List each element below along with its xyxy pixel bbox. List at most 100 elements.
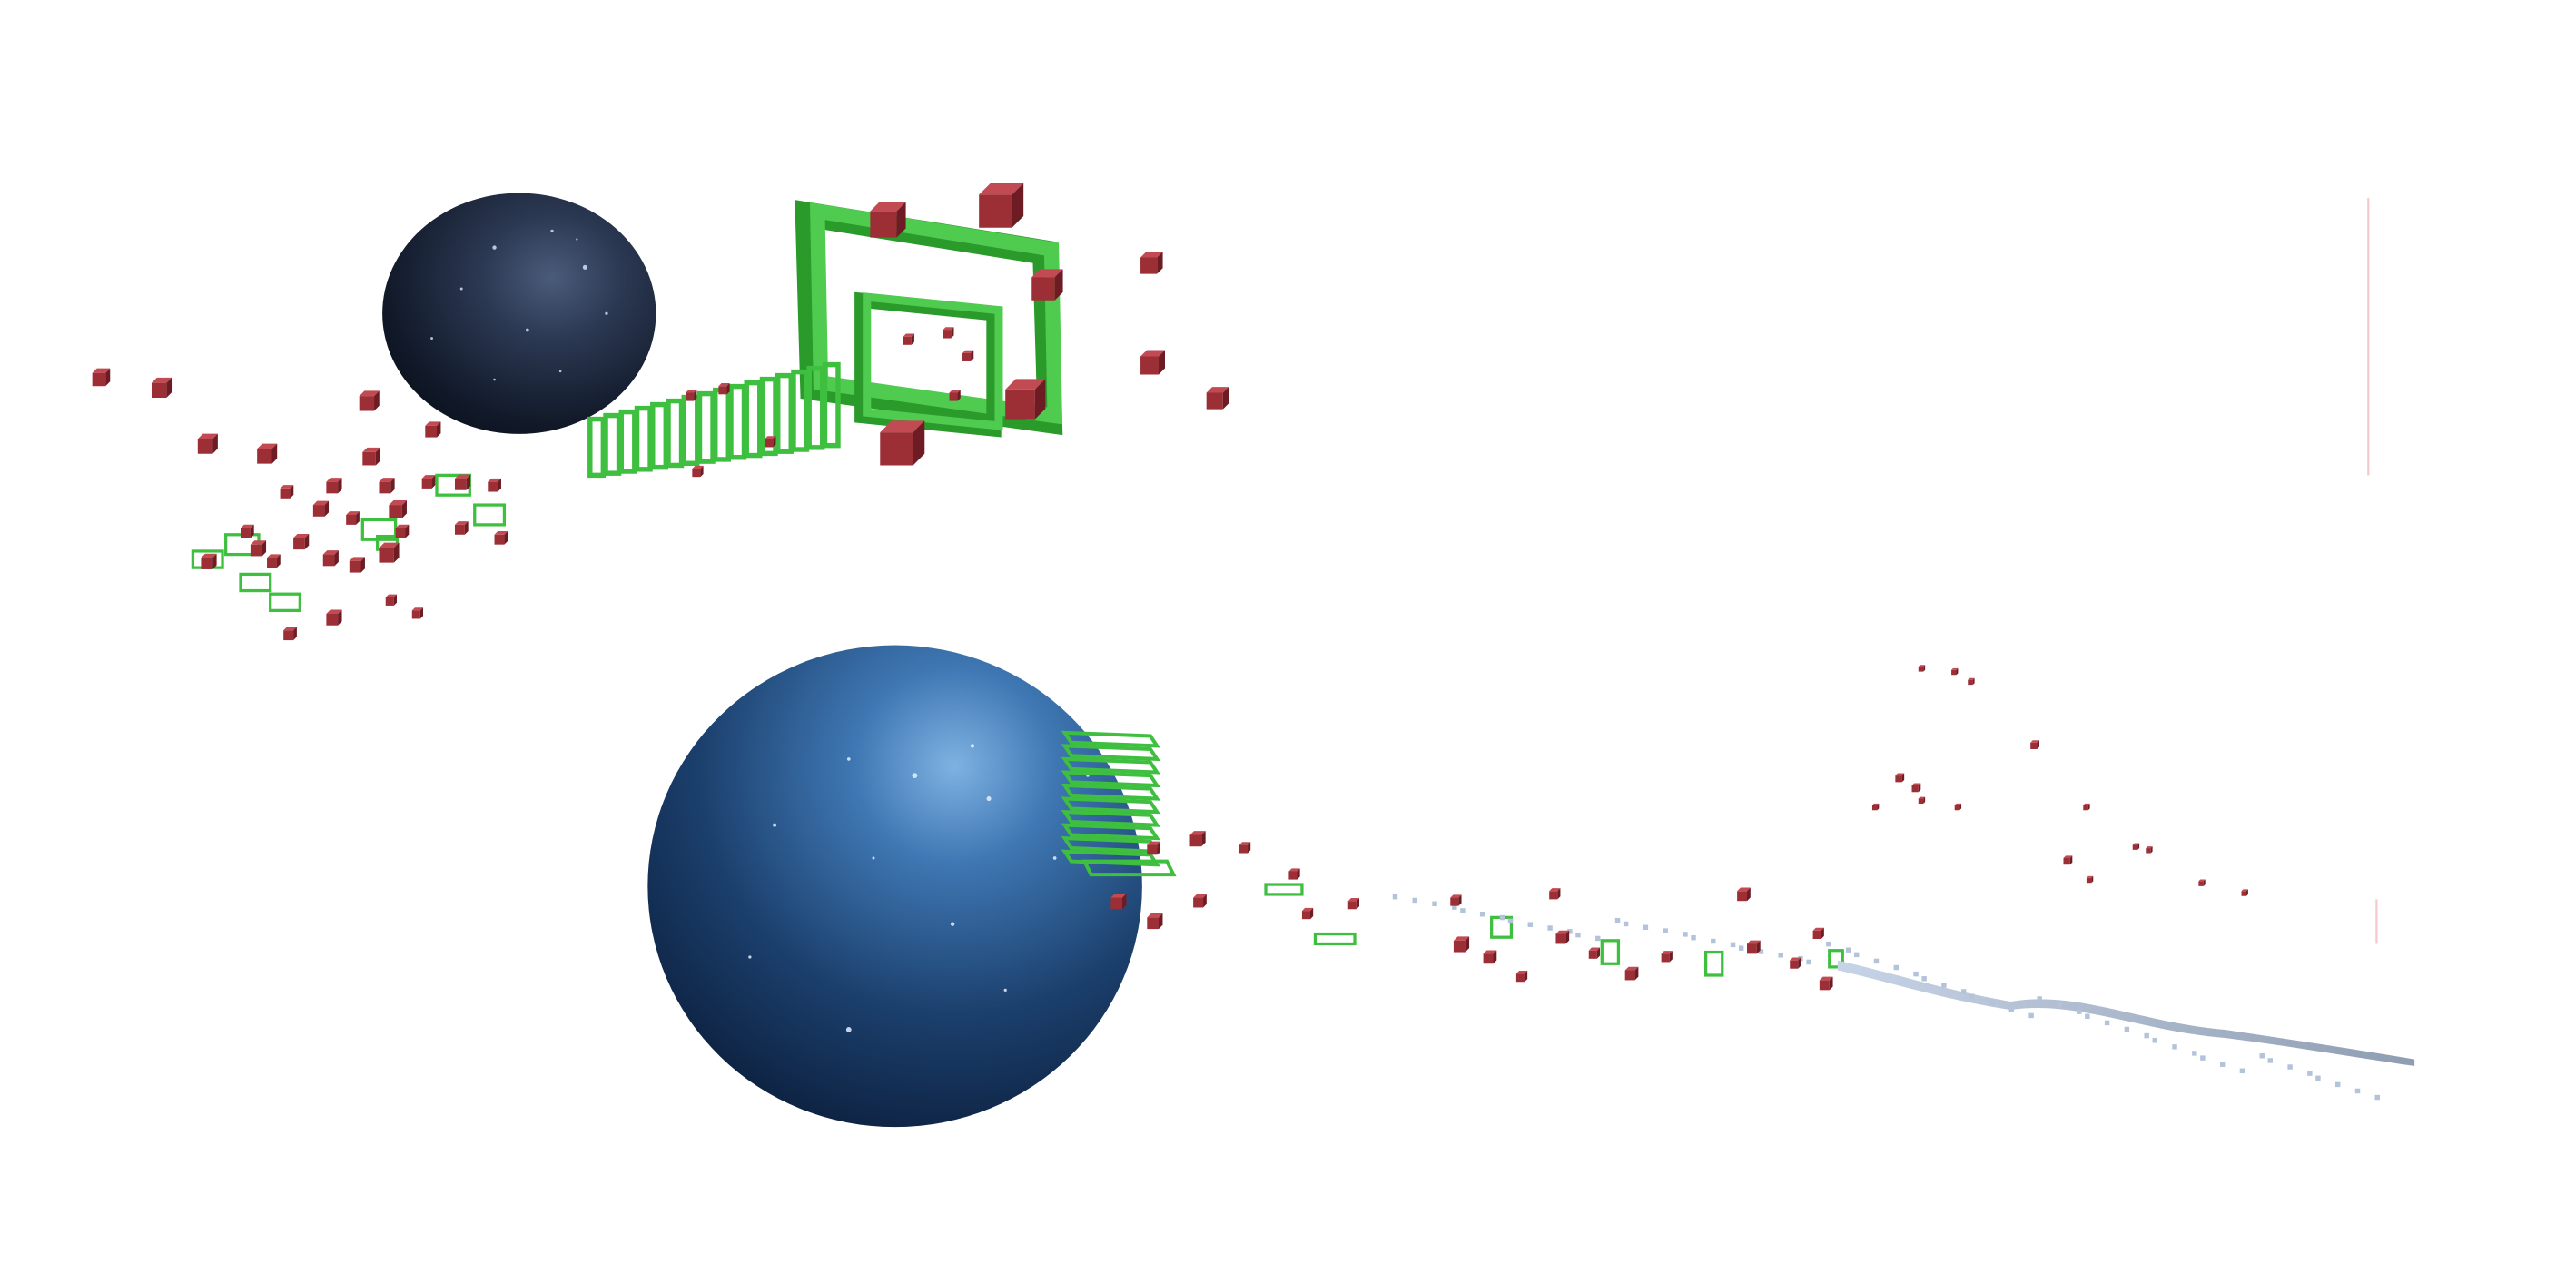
cube-face-side: [1596, 947, 1601, 959]
cube-face-top: [349, 557, 365, 561]
star: [576, 238, 578, 241]
cube-face-front: [267, 558, 277, 568]
stacked-hoop: [1061, 823, 1161, 841]
trail-particle: [1614, 917, 1621, 923]
cube-face-front: [359, 396, 375, 411]
cube-face-top: [362, 447, 380, 452]
cube-face-side: [1157, 252, 1163, 274]
star: [550, 229, 554, 233]
cube-face-top: [943, 327, 954, 331]
cube-face-side: [913, 420, 925, 466]
tunnel-hoop: [744, 380, 763, 459]
cube-face-top: [1515, 970, 1528, 974]
cube-face-side: [773, 436, 776, 448]
cube-face-side: [911, 333, 914, 345]
cube-face-side: [1565, 930, 1570, 944]
cube-face-side: [390, 478, 395, 494]
cube-face-top: [1483, 950, 1497, 954]
cube-face-top: [326, 609, 342, 615]
far-planet-stars: [430, 229, 608, 381]
floating-cube: [1005, 379, 1046, 420]
cube-face-side: [166, 377, 173, 398]
cube-face-front: [1737, 891, 1748, 902]
floating-cube: [1895, 773, 1905, 783]
cube-face-top: [1812, 927, 1824, 931]
floating-cube: [1747, 940, 1761, 954]
cube-face-side: [212, 433, 218, 454]
cube-face-top: [1968, 677, 1975, 680]
floating-cube: [1301, 907, 1314, 920]
trail-particle: [1960, 989, 1967, 994]
cube-face-side: [290, 485, 294, 499]
trail-particle: [2200, 1055, 2206, 1061]
cube-face-front: [326, 614, 339, 626]
cube-face-front: [1110, 897, 1123, 910]
big-hoop-outer: [795, 200, 1063, 436]
cube-face-side: [1829, 976, 1833, 991]
cube-face-front: [1005, 389, 1035, 420]
cube-face-top: [395, 524, 410, 528]
cube-face-front: [1624, 970, 1635, 981]
cube-face-side: [1877, 803, 1880, 811]
floating-cube: [1918, 796, 1926, 804]
cube-face-side: [105, 368, 111, 387]
floating-cube: [241, 524, 254, 538]
floating-cube: [2146, 846, 2153, 854]
floating-cube: [488, 478, 501, 492]
floating-cube: [1911, 783, 1921, 793]
cube-face-top: [686, 390, 697, 393]
cube-face-side: [1310, 907, 1314, 920]
small-hoop: [239, 572, 272, 593]
cube-face-front: [494, 534, 505, 545]
cube-face-top: [949, 390, 961, 393]
cube-face-top: [1140, 252, 1163, 258]
floating-cube: [280, 485, 294, 499]
floating-cube: [1549, 888, 1561, 900]
trail-particle: [1499, 914, 1505, 921]
trail-particle: [1623, 921, 1629, 927]
near-planet-stars: [748, 744, 1090, 1032]
cube-face-top: [2030, 740, 2040, 743]
trail-particle: [1921, 976, 1927, 982]
small-hoop: [1313, 932, 1357, 946]
cube-face-side: [1557, 888, 1561, 900]
cube-face-side: [1458, 894, 1462, 906]
star: [430, 337, 434, 340]
cube-face-front: [718, 386, 727, 395]
trail-particle: [2104, 1020, 2110, 1026]
cube-face-front: [2198, 881, 2204, 886]
cube-face-front: [1954, 805, 1960, 811]
trail-particle: [2219, 1062, 2226, 1067]
cube-face-top: [379, 542, 400, 548]
floating-cube: [379, 478, 395, 494]
tunnel-hoop: [618, 409, 637, 474]
cube-face-top: [692, 465, 704, 469]
trail-particle: [1989, 1000, 1995, 1005]
cube-face-top: [494, 530, 508, 535]
cube-face-front: [2086, 877, 2092, 884]
cube-face-side: [2137, 843, 2140, 850]
cube-face-front: [2132, 844, 2138, 850]
far-planet: [382, 193, 656, 434]
floating-cube: [349, 557, 365, 573]
floating-cube: [1737, 887, 1751, 902]
trail-particle: [2239, 1068, 2245, 1074]
tunnel-hoop: [822, 361, 841, 449]
cube-face-top: [2083, 803, 2090, 805]
cube-face-front: [454, 478, 467, 490]
cube-face-front: [1812, 930, 1821, 940]
cube-face-top: [2086, 875, 2094, 878]
floating-cube: [949, 390, 961, 401]
cube-face-front: [362, 451, 376, 466]
cube-face-front: [1918, 798, 1924, 804]
cube-face-side: [1159, 350, 1166, 375]
cube-face-front: [1588, 950, 1597, 959]
floating-cube: [283, 627, 297, 641]
cube-face-side: [1054, 269, 1063, 301]
floating-cube: [1819, 976, 1833, 991]
cube-face-front: [1483, 953, 1494, 964]
cube-face-top: [1301, 907, 1314, 912]
floating-cube: [2086, 875, 2094, 884]
